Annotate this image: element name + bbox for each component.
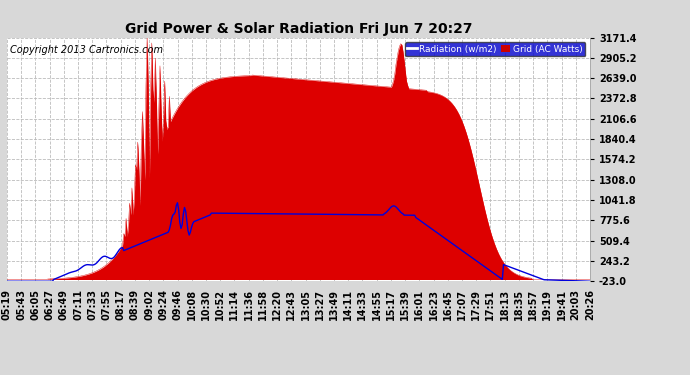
Title: Grid Power & Solar Radiation Fri Jun 7 20:27: Grid Power & Solar Radiation Fri Jun 7 2… <box>125 22 472 36</box>
Legend: Radiation (w/m2), Grid (AC Watts): Radiation (w/m2), Grid (AC Watts) <box>405 42 585 56</box>
Text: Copyright 2013 Cartronics.com: Copyright 2013 Cartronics.com <box>10 45 163 55</box>
